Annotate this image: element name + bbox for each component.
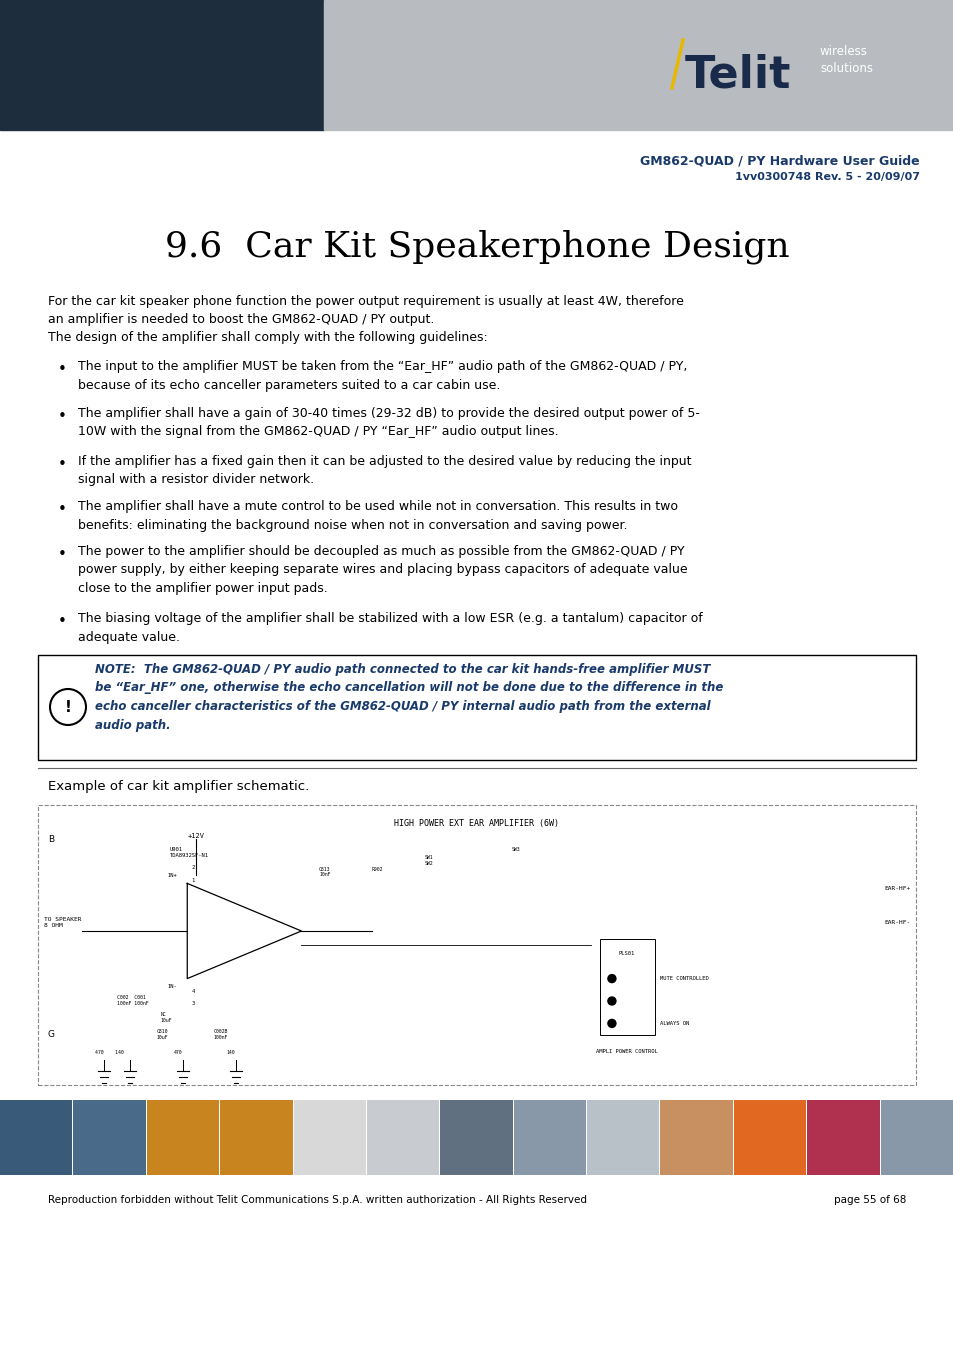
Text: The power to the amplifier should be decoupled as much as possible from the GM86: The power to the amplifier should be dec… <box>78 545 687 595</box>
Text: GM862-QUAD / PY Hardware User Guide: GM862-QUAD / PY Hardware User Guide <box>639 155 919 167</box>
Text: For the car kit speaker phone function the power output requirement is usually a: For the car kit speaker phone function t… <box>48 296 683 308</box>
Text: 1vv0300748 Rev. 5 - 20/09/07: 1vv0300748 Rev. 5 - 20/09/07 <box>734 171 919 182</box>
Text: C002B
100nF: C002B 100nF <box>213 1029 228 1040</box>
Bar <box>0 0 324 130</box>
Bar <box>880 1100 952 1174</box>
Text: •: • <box>57 614 67 629</box>
Text: 140: 140 <box>227 1050 235 1054</box>
Text: •: • <box>57 502 67 517</box>
Text: NC
10uF: NC 10uF <box>161 1012 172 1023</box>
Text: TO SPEAKER
8 OHM: TO SPEAKER 8 OHM <box>44 917 81 927</box>
Bar <box>73 1100 146 1174</box>
Text: Example of car kit amplifier schematic.: Example of car kit amplifier schematic. <box>48 780 309 792</box>
Bar <box>806 1100 879 1174</box>
Text: IN+: IN+ <box>168 873 177 878</box>
Text: The amplifier shall have a gain of 30-40 times (29-32 dB) to provide the desired: The amplifier shall have a gain of 30-40… <box>78 406 700 439</box>
Text: 1: 1 <box>191 879 194 883</box>
Text: •: • <box>57 458 67 472</box>
Text: U901
TDA8932SF-N1: U901 TDA8932SF-N1 <box>170 846 209 857</box>
Text: The design of the amplifier shall comply with the following guidelines:: The design of the amplifier shall comply… <box>48 331 487 344</box>
Text: •: • <box>57 362 67 377</box>
Circle shape <box>607 1019 616 1027</box>
Text: The amplifier shall have a mute control to be used while not in conversation. Th: The amplifier shall have a mute control … <box>78 500 678 532</box>
Text: AMPLI POWER CONTROL: AMPLI POWER CONTROL <box>596 1049 658 1054</box>
Bar <box>599 940 654 1034</box>
Text: an amplifier is needed to boost the GM862-QUAD / PY output.: an amplifier is needed to boost the GM86… <box>48 313 434 325</box>
Bar <box>220 1100 293 1174</box>
Text: wireless
solutions: wireless solutions <box>820 45 872 76</box>
Circle shape <box>607 998 616 1004</box>
Text: 3: 3 <box>191 1000 194 1006</box>
Bar <box>367 1100 438 1174</box>
Bar <box>440 1100 512 1174</box>
Text: SW3: SW3 <box>512 846 520 852</box>
Text: PLS01: PLS01 <box>618 950 635 956</box>
Bar <box>38 655 915 760</box>
Text: •: • <box>57 547 67 562</box>
Text: SW1
SW2: SW1 SW2 <box>424 856 433 867</box>
Text: •: • <box>57 409 67 424</box>
Bar <box>73 923 84 940</box>
Text: IN-: IN- <box>168 984 177 990</box>
Text: G: G <box>48 1030 55 1040</box>
Text: Reproduction forbidden without Telit Communications S.p.A. written authorization: Reproduction forbidden without Telit Com… <box>48 1195 586 1206</box>
Bar <box>294 1100 366 1174</box>
Text: 9.6  Car Kit Speakerphone Design: 9.6 Car Kit Speakerphone Design <box>165 230 788 265</box>
Bar <box>0 1100 72 1174</box>
Text: page 55 of 68: page 55 of 68 <box>833 1195 905 1206</box>
Bar <box>586 1100 659 1174</box>
Text: MUTE CONTROLLED: MUTE CONTROLLED <box>659 976 708 981</box>
Bar <box>513 1100 585 1174</box>
Text: 4: 4 <box>191 988 194 994</box>
Text: 470: 470 <box>173 1050 183 1054</box>
Text: !: ! <box>65 699 71 714</box>
Text: Telit: Telit <box>684 54 791 96</box>
Bar <box>147 1100 219 1174</box>
Text: C813
10nF: C813 10nF <box>318 867 330 878</box>
Text: +12V: +12V <box>188 833 204 838</box>
Circle shape <box>607 975 616 983</box>
Bar <box>38 805 915 1085</box>
Bar <box>503 856 537 883</box>
Text: EAR-HF+: EAR-HF+ <box>883 887 910 891</box>
Text: B: B <box>48 836 54 844</box>
Text: 470    140: 470 140 <box>95 1050 124 1054</box>
Circle shape <box>50 688 86 725</box>
Text: The input to the amplifier MUST be taken from the “Ear_HF” audio path of the GM8: The input to the amplifier MUST be taken… <box>78 360 687 392</box>
Text: NOTE:  The GM862-QUAD / PY audio path connected to the car kit hands-free amplif: NOTE: The GM862-QUAD / PY audio path con… <box>95 663 722 732</box>
Text: R902: R902 <box>372 867 383 872</box>
Text: If the amplifier has a fixed gain then it can be adjusted to the desired value b: If the amplifier has a fixed gain then i… <box>78 455 691 486</box>
Text: ALWAYS ON: ALWAYS ON <box>659 1021 688 1026</box>
Text: 2: 2 <box>191 865 194 871</box>
Bar <box>733 1100 805 1174</box>
Bar <box>659 1100 732 1174</box>
Text: The biasing voltage of the amplifier shall be stabilized with a low ESR (e.g. a : The biasing voltage of the amplifier sha… <box>78 612 702 644</box>
Text: C810
10uF: C810 10uF <box>156 1029 168 1040</box>
Text: HIGH POWER EXT EAR AMPLIFIER (6W): HIGH POWER EXT EAR AMPLIFIER (6W) <box>395 819 558 828</box>
Text: C002  C001
100nF 100nF: C002 C001 100nF 100nF <box>117 995 149 1006</box>
Bar <box>324 0 953 130</box>
Text: EAR-HF-: EAR-HF- <box>883 921 910 925</box>
